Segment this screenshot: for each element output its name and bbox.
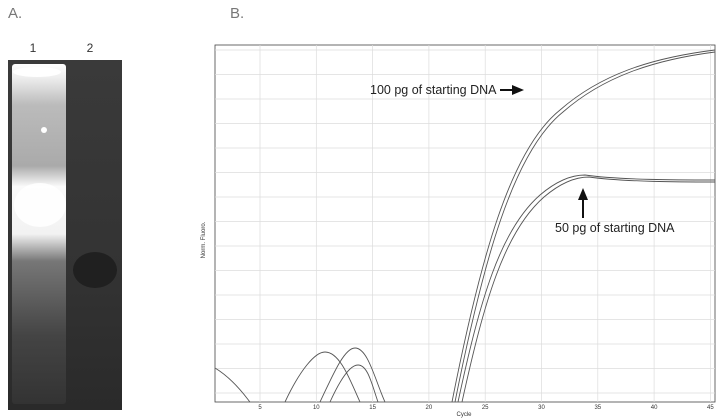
x-tick-label: 10 bbox=[313, 405, 320, 411]
lane-label: 2 bbox=[87, 41, 94, 55]
x-tick-label: 20 bbox=[426, 405, 433, 411]
x-tick-label: 30 bbox=[538, 405, 545, 411]
annotation: 50 pg of starting DNA bbox=[555, 221, 675, 235]
panel-label: B. bbox=[230, 5, 244, 22]
y-axis-label: Norm. Fluoro. bbox=[201, 221, 207, 258]
gel-image bbox=[8, 60, 122, 410]
x-tick-label: 40 bbox=[651, 405, 658, 411]
x-tick-label: 45 bbox=[707, 405, 714, 411]
x-tick-label: 35 bbox=[594, 405, 601, 411]
x-tick-label: 5 bbox=[258, 405, 262, 411]
figure: A. 1 2 B. Norm. Fluoro. Cycle 100 pg of … bbox=[0, 0, 716, 418]
annotation: 100 pg of starting DNA bbox=[370, 83, 497, 97]
x-tick-label: 25 bbox=[482, 405, 489, 411]
x-tick-label: 15 bbox=[369, 405, 376, 411]
lane-label: 1 bbox=[30, 41, 37, 55]
panel-label: A. bbox=[8, 5, 22, 22]
amplification-plot: Norm. Fluoro. Cycle 100 pg of starting D… bbox=[201, 45, 715, 418]
x-axis-label: Cycle bbox=[456, 412, 472, 418]
